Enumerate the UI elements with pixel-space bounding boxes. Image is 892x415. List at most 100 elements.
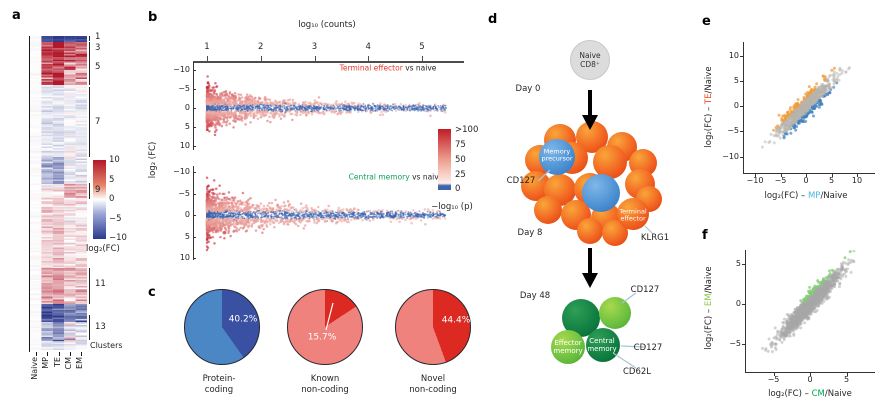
orange-cell-ball — [617, 198, 649, 230]
ma-y-tick: −5 — [178, 84, 190, 93]
pvalue-colorbar-tick: >100 — [455, 124, 479, 135]
heatmap-colorbar-tick: 10 — [109, 154, 120, 165]
ma-y-tick: −5 — [178, 188, 190, 198]
lgreen-cell-ball — [599, 297, 631, 329]
day8-label: Day 8 — [517, 227, 543, 238]
clusters-caption: Clusters — [90, 341, 123, 350]
heatmap-left-axis — [29, 36, 30, 352]
klrg1-label: KLRG1 — [640, 232, 670, 243]
heatmap-colorbar-tick: 5 — [109, 174, 115, 185]
panel-a-label: a — [12, 8, 21, 23]
ma-plot-terminal-effector — [194, 62, 464, 152]
panel-d-label: d — [488, 12, 498, 27]
pie-pct-novel: 44.4% — [441, 315, 471, 326]
heatmap-colorbar-label: log₂(FC) — [86, 244, 120, 254]
cluster-label-13: 13 — [95, 321, 106, 332]
ma-y-tick: 0 — [184, 103, 190, 112]
panel-b-label: b — [148, 10, 158, 25]
heatmap-colorbar-tick: −5 — [109, 213, 122, 224]
cluster-bracket — [89, 183, 90, 199]
cd127-top-label: CD127 — [630, 284, 660, 295]
scatter-e-y-tickmark — [740, 131, 743, 133]
ma-x-tick: 1 — [204, 41, 210, 52]
pie-pct-protein: 40.2% — [228, 314, 258, 325]
scatter-f-y-label: log₂(FC) – EM/Naive — [703, 266, 714, 350]
scatter-f-x-tick: 0 — [807, 375, 813, 384]
scatter-f-y-tick: 5 — [735, 259, 741, 268]
ma-x-tickmark — [368, 56, 370, 61]
scatter-e-y-tickmark — [740, 106, 743, 107]
ma-y-tickmark — [193, 70, 196, 71]
pvalue-colorbar-tick: 25 — [455, 169, 466, 180]
cd127-mid-label: CD127 — [633, 342, 663, 353]
ma-y-tickmark — [193, 236, 196, 238]
pie-novel-noncoding — [395, 289, 471, 365]
panel-c-label: c — [148, 285, 156, 300]
cd62l-label: CD62L — [622, 366, 652, 377]
cluster-label-9: 9 — [95, 184, 101, 195]
ma-y-tick: 10 — [179, 253, 190, 262]
pie-known-noncoding — [287, 289, 363, 365]
scatter-e-y-tick: 10 — [728, 50, 739, 60]
terminal-effector-label: Terminal effector — [619, 207, 647, 223]
diagram-arrows-and-lines — [537, 90, 653, 369]
cd127-day8-label: CD127 — [506, 175, 536, 186]
scatter-e-y-tick: −5 — [727, 126, 739, 136]
scatter-e-x-label: log₂(FC) – MP/Naive — [764, 190, 848, 201]
pie-caption-known: Known non-coding — [301, 374, 349, 395]
cluster-label-3: 3 — [95, 42, 101, 53]
heatmap-col-tick — [35, 352, 37, 356]
ma-top-annotation: Terminal effector vs naive — [339, 63, 437, 73]
cluster-bracket — [89, 57, 90, 85]
pvalue-colorbar-label: −log₁₀ (p) — [431, 201, 473, 212]
scatter-e-y-tick: 5 — [733, 75, 739, 85]
scatter-e-x-tickmark — [831, 174, 833, 177]
scatter-em-vs-cm — [746, 250, 873, 371]
scatter-f-y-tick: −5 — [729, 339, 741, 348]
pvalue-colorbar-tick: 0 — [455, 183, 461, 194]
ma-y-tick: 5 — [184, 231, 190, 241]
scatter-e-x-tick: −5 — [774, 176, 787, 185]
ma-bottom-annotation: Central memory vs naive — [348, 172, 444, 182]
orange-cell-ball — [577, 218, 603, 244]
naive-cd8-circle — [570, 40, 610, 80]
pvalue-colorbar-tick: 50 — [455, 154, 466, 165]
cluster-bracket — [89, 36, 90, 41]
scatter-e-y-tick: −10 — [722, 151, 739, 161]
memory-precursor-label: Memory precursor — [541, 147, 573, 163]
ma-x-tick: 4 — [365, 41, 371, 52]
ma-x-tickmark — [260, 56, 262, 61]
day0-label: Day 0 — [515, 83, 541, 94]
scatter-e-x-tickmark — [755, 174, 756, 177]
scatter-f-y-tickmark — [742, 344, 745, 345]
cluster-label-11: 11 — [95, 278, 106, 289]
cluster-bracket — [89, 268, 90, 304]
scatter-f-x-tick: 5 — [843, 375, 850, 384]
panel-f-label: f — [702, 228, 708, 243]
ma-x-tickmark — [314, 56, 316, 61]
ma-y-tick: 10 — [179, 141, 190, 150]
heatmap-col-label-cm: CM — [63, 357, 73, 370]
scatter-e-y-label: log₂(FC) – TE/Naive — [703, 66, 714, 148]
ma-y-axis-label: log₂ (FC) — [147, 141, 158, 179]
day48-label: Day 48 — [519, 290, 551, 301]
effector-memory-label: Effector memory — [553, 338, 583, 355]
ma-y-tick: 0 — [184, 210, 190, 219]
heatmap-col-label-mp: MP — [41, 357, 51, 369]
scatter-e-x-tickmark — [806, 174, 807, 177]
ma-x-tick: 3 — [311, 41, 318, 52]
scatter-e-frame — [743, 42, 875, 174]
heatmap-col-label-em: EM — [75, 357, 85, 369]
scatter-f-x-tickmark — [773, 373, 775, 376]
cluster-label-7: 7 — [95, 116, 101, 127]
scatter-e-x-tickmark — [857, 174, 858, 177]
scatter-e-y-tickmark — [740, 80, 743, 82]
ma-x-tickmark — [207, 56, 208, 61]
cluster-bracket — [89, 87, 90, 157]
scatter-f-y-tick: 0 — [735, 299, 741, 308]
ma-y-tickmark — [193, 108, 196, 109]
pie-pct-known: 15.7% — [307, 332, 337, 343]
heatmap-col-label-naive: Naive — [29, 357, 39, 380]
pie-caption-novel: Novel non-coding — [409, 374, 457, 395]
